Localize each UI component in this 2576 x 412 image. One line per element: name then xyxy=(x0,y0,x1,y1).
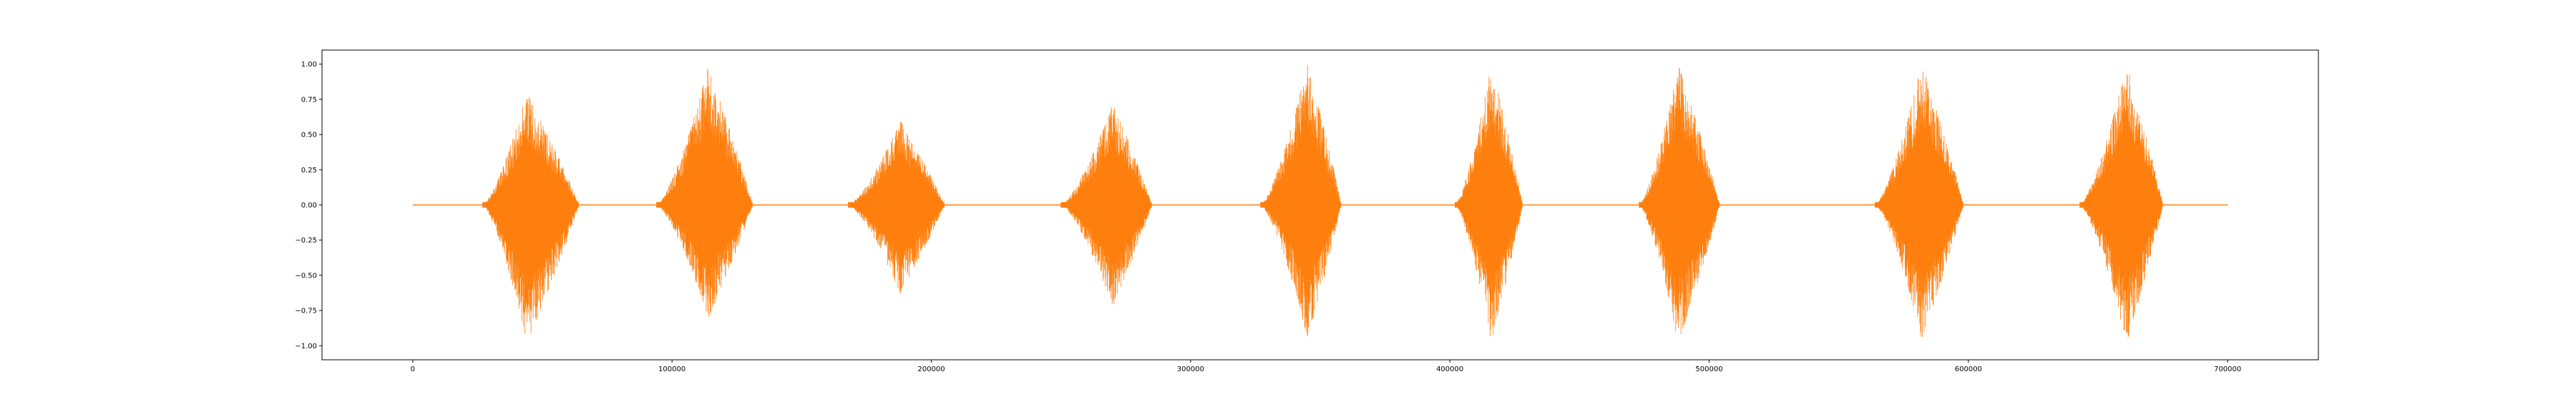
y-tick-label: 1.00 xyxy=(301,61,317,69)
waveform-burst xyxy=(848,122,945,293)
y-tick-label: 0.00 xyxy=(301,202,317,210)
waveform-series xyxy=(412,64,2228,338)
waveform-burst-strokes xyxy=(848,122,945,293)
y-tick-label: 0.75 xyxy=(301,96,317,104)
waveform-burst-strokes xyxy=(2079,74,2163,338)
waveform-burst-strokes xyxy=(1639,67,1720,334)
x-tick-label: 700000 xyxy=(2214,366,2241,373)
y-tick-label: −1.00 xyxy=(295,343,317,350)
y-axis: 1.00 0.75 0.50 0.25 0.00 −0.25 −0.50 −0.75 −1.00 xyxy=(295,61,322,350)
x-tick-label: 300000 xyxy=(1177,366,1204,373)
waveform-burst-strokes xyxy=(656,69,753,317)
waveform-burst-strokes xyxy=(1875,72,1963,338)
waveform-burst xyxy=(482,97,579,334)
waveform-burst xyxy=(2079,74,2163,338)
y-tick-label: −0.75 xyxy=(295,308,317,315)
y-tick-label: 0.50 xyxy=(301,132,317,139)
waveform-burst-strokes xyxy=(1060,107,1152,305)
waveform-burst-strokes xyxy=(1260,64,1342,337)
x-tick-label: 0 xyxy=(411,366,415,373)
waveform-burst xyxy=(1455,77,1523,337)
x-axis: 0 100000 200000 300000 400000 500000 600000 700… xyxy=(411,360,2241,373)
waveform-burst xyxy=(1060,107,1152,305)
waveform-burst-strokes xyxy=(1455,77,1523,337)
y-tick-label: −0.50 xyxy=(295,272,317,280)
waveform-burst xyxy=(1639,67,1720,334)
x-tick-label: 100000 xyxy=(658,366,686,373)
y-tick-label: 0.25 xyxy=(301,167,317,175)
waveform-burst xyxy=(1260,64,1342,337)
waveform-burst-strokes xyxy=(482,97,579,334)
y-tick-label: −0.25 xyxy=(295,237,317,245)
x-tick-label: 500000 xyxy=(1695,366,1722,373)
waveform-burst xyxy=(1875,72,1963,338)
x-tick-label: 400000 xyxy=(1436,366,1463,373)
x-tick-label: 200000 xyxy=(917,366,945,373)
x-tick-label: 600000 xyxy=(1955,366,1982,373)
waveform-burst xyxy=(656,69,753,317)
